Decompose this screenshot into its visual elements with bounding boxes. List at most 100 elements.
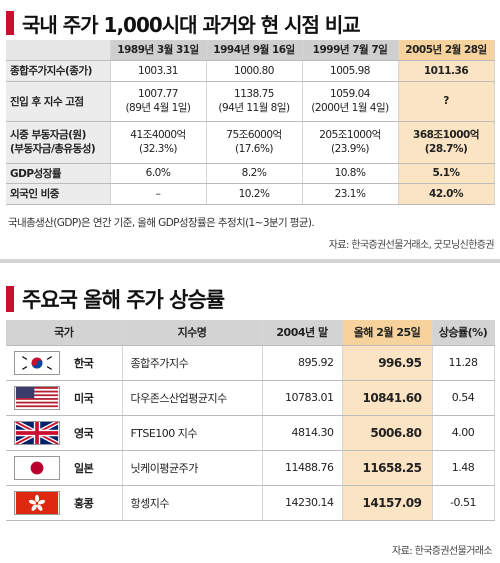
table-cell: 8.2% (206, 163, 303, 184)
title-marker (6, 286, 14, 312)
section-divider (0, 259, 500, 263)
index-name: 닛케이평균주가 (122, 450, 263, 486)
footnote: 국내총생산(GDP)은 연간 기준, 올해 GDP성장률은 추정치(1~3분기 … (8, 217, 315, 229)
header-index-name: 지수명 (122, 320, 263, 346)
rate-value: 4.00 (432, 415, 495, 451)
section2-title-bar: 주요국 올해 주가 상승률 (0, 282, 500, 316)
country-cell: 한국 (6, 345, 123, 381)
table-row: 시중 부동자금(원) (부동자금/총유동성) 41조4000억 (32.3%) 75… (6, 121, 495, 164)
value-feb25: 996.95 (342, 345, 433, 381)
uk-flag-icon (14, 420, 60, 445)
comparison-table: 1989년 3월 31일 1994년 9월 16일 1999년 7월 7일 20… (6, 40, 495, 205)
value-feb25: 14157.09 (342, 485, 433, 521)
section1-title: 국내 주가 1,000시대 과거와 현 시점 비교 (22, 12, 361, 37)
value-2004: 4814.30 (262, 415, 343, 451)
value-2004: 895.92 (262, 345, 343, 381)
value-2004: 10783.01 (262, 380, 343, 416)
table-cell: 1059.04 (2000년 1월 4일) (302, 81, 399, 122)
cell-value: 1007.77 (138, 88, 178, 100)
table-cell: 368조1000억 (28.7%) (398, 121, 495, 164)
cell-value: 205조1000억 (319, 129, 381, 141)
header-date-1989: 1989년 3월 31일 (110, 40, 207, 61)
table-cell: 1007.77 (89년 4월 1일) (110, 81, 207, 122)
cell-value: 368조1000억 (413, 129, 479, 141)
rate-value: 0.54 (432, 380, 495, 416)
value-2004: 14230.14 (262, 485, 343, 521)
index-name: FTSE100 지수 (122, 415, 263, 451)
header-date-1994: 1994년 9월 16일 (206, 40, 303, 61)
table-row: 미국 다우존스산업평균지수 10783.01 10841.60 0.54 (6, 380, 495, 416)
korea-flag-icon (14, 350, 60, 375)
country-cell: 일본 (6, 450, 123, 486)
table-cell: 1003.31 (110, 60, 207, 82)
table-row: 한국 종합주가지수 895.92 996.95 11.28 (6, 345, 495, 381)
index-name: 다우존스산업평균지수 (122, 380, 263, 416)
cell-date: (89년 4월 1일) (125, 102, 191, 114)
country-name: 일본 (74, 461, 94, 475)
table-cell: 205조1000억 (23.9%) (302, 121, 399, 164)
value-feb25: 11658.25 (342, 450, 433, 486)
row-label-line: 시중 부동자금(원) (10, 129, 86, 141)
country-name: 한국 (74, 356, 94, 370)
index-name: 항셍지수 (122, 485, 263, 521)
header-empty (6, 40, 111, 61)
index-name: 종합주가지수 (122, 345, 263, 381)
table-cell: 42.0% (398, 183, 495, 205)
country-cell: 영국 (6, 415, 123, 451)
header-date-2005: 2005년 2월 28일 (398, 40, 495, 61)
table-cell: – (110, 183, 207, 205)
table-cell: 6.0% (110, 163, 207, 184)
rate-value: 11.28 (432, 345, 495, 381)
row-label: GDP성장률 (6, 163, 111, 184)
usa-flag-icon (14, 385, 60, 410)
table-row: 외국인 비중 – 10.2% 23.1% 42.0% (6, 183, 495, 205)
cell-value: 75조6000억 (226, 129, 282, 141)
table-row: 영국 FTSE100 지수 4814.30 5006.80 4.00 (6, 415, 495, 451)
country-name: 미국 (74, 391, 94, 405)
cell-ratio: (32.3%) (138, 143, 178, 155)
table-cell: 1011.36 (398, 60, 495, 82)
row-label: 시중 부동자금(원) (부동자금/총유동성) (6, 121, 111, 164)
cell-ratio: (28.7%) (424, 143, 468, 155)
table-cell: 10.8% (302, 163, 399, 184)
table-cell: 23.1% (302, 183, 399, 205)
table-cell: ? (398, 81, 495, 122)
table-row: 일본 닛케이평균주가 11488.76 11658.25 1.48 (6, 450, 495, 486)
table-row: GDP성장률 6.0% 8.2% 10.8% 5.1% (6, 163, 495, 184)
rate-value: 1.48 (432, 450, 495, 486)
section1-title-bar: 국내 주가 1,000시대 과거와 현 시점 비교 (0, 8, 500, 38)
cell-ratio: (17.6%) (234, 143, 274, 155)
table-row: 진입 후 지수 고점 1007.77 (89년 4월 1일) 1138.75 (94… (6, 81, 495, 122)
country-cell: 홍콩 (6, 485, 123, 521)
row-label: 종합주가지수(종가) (6, 60, 111, 82)
cell-value: 1138.75 (234, 88, 274, 100)
cell-date: (2000년 1월 4일) (311, 102, 389, 114)
table-header-row: 1989년 3월 31일 1994년 9월 16일 1999년 7월 7일 20… (6, 40, 495, 61)
source-credit: 자료: 한국증권선물거래소, 굿모닝신한증권 (328, 240, 495, 251)
hongkong-flag-icon (14, 490, 60, 515)
value-feb25: 10841.60 (342, 380, 433, 416)
table-cell: 1138.75 (94년 11월 8일) (206, 81, 303, 122)
table-cell: 10.2% (206, 183, 303, 205)
rate-value: -0.51 (432, 485, 495, 521)
row-label: 진입 후 지수 고점 (6, 81, 111, 122)
table-row: 홍콩 항셍지수 14230.14 14157.09 -0.51 (6, 485, 495, 521)
value-2004: 11488.76 (262, 450, 343, 486)
cell-value: 41조4000억 (130, 129, 186, 141)
table-cell: 1000.80 (206, 60, 303, 82)
country-cell: 미국 (6, 380, 123, 416)
row-label-line: (부동자금/총유동성) (10, 143, 96, 155)
japan-flag-icon (14, 455, 60, 480)
world-index-table: 국가 지수명 2004년 말 올해 2월 25일 상승률(%) 한국 종합주가지… (6, 320, 495, 521)
header-country: 국가 (6, 320, 123, 346)
row-label: 외국인 비중 (6, 183, 111, 205)
country-name: 영국 (74, 426, 94, 440)
table-row: 종합주가지수(종가) 1003.31 1000.80 1005.98 1011.… (6, 60, 495, 82)
table-header-row: 국가 지수명 2004년 말 올해 2월 25일 상승률(%) (6, 320, 495, 346)
cell-ratio: (23.9%) (330, 143, 370, 155)
source-credit: 자료: 한국증권선물거래소 (392, 546, 493, 557)
table-cell: 1005.98 (302, 60, 399, 82)
section2-title: 주요국 올해 주가 상승률 (22, 288, 225, 312)
header-date-1999: 1999년 7월 7일 (302, 40, 399, 61)
header-end-2004: 2004년 말 (262, 320, 343, 346)
